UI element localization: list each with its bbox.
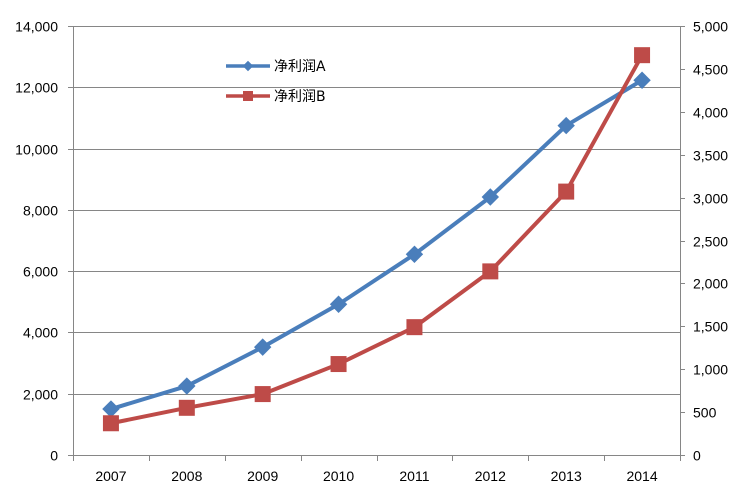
x-axis-tick-label: 2010	[323, 468, 354, 484]
right-axis-tick-label: 4,500	[693, 62, 728, 78]
x-axis-tick-label: 2011	[399, 468, 429, 484]
tick-labels: 0 2,000 4,000 6,000 8,000 10,000 12,000 14,000 0…	[15, 19, 728, 485]
right-axis-tick-label: 1,500	[693, 319, 728, 335]
data-point-marker	[482, 263, 499, 280]
gridlines	[73, 26, 680, 395]
right-axis-tick-label: 3,000	[693, 191, 728, 207]
left-axis-tick-label: 0	[50, 448, 58, 464]
right-axis-tick-label: 1,000	[693, 362, 728, 378]
data-point-marker	[558, 183, 575, 200]
left-axis-tick-label: 12,000	[15, 80, 58, 96]
series-line	[108, 78, 645, 412]
left-axis-tick-label: 8,000	[23, 203, 58, 219]
legend-item: 净利润A	[226, 59, 326, 75]
data-point-marker	[254, 386, 271, 403]
data-point-marker	[634, 47, 651, 64]
right-axis-tick-label: 3,500	[693, 148, 728, 164]
left-axis-tick-label: 14,000	[15, 19, 58, 35]
data-point-marker	[102, 415, 119, 432]
right-axis-tick-label: 5,000	[693, 19, 728, 35]
legend-marker-swatch	[242, 60, 254, 72]
data-series	[102, 47, 651, 432]
legend-label: 净利润A	[274, 59, 326, 75]
x-axis-tick-label: 2012	[475, 468, 506, 484]
right-axis-tick-label: 4,000	[693, 105, 728, 121]
data-point-marker	[330, 356, 347, 373]
series-line	[108, 53, 645, 426]
legend-marker-swatch	[243, 91, 253, 101]
data-point-marker	[253, 338, 272, 356]
series-2	[102, 47, 651, 432]
right-axis-tick-label: 0	[693, 448, 701, 464]
right-axis-tick-label: 2,500	[693, 234, 728, 250]
data-point-marker	[329, 295, 348, 313]
right-axis-tick-label: 2,000	[693, 276, 728, 292]
left-axis-tick-label: 4,000	[23, 325, 58, 341]
data-point-marker	[406, 319, 423, 336]
data-point-marker	[481, 188, 500, 206]
data-point-marker	[405, 245, 424, 263]
data-point-marker	[178, 399, 195, 416]
axes	[68, 26, 685, 461]
series-1	[102, 71, 651, 418]
x-axis-tick-label: 2008	[171, 468, 202, 484]
x-axis-tick-label: 2013	[551, 468, 582, 484]
left-axis-tick-label: 10,000	[15, 142, 58, 158]
legend-label: 净利润B	[274, 89, 326, 105]
legend-item: 净利润B	[226, 89, 326, 105]
left-axis-tick-label: 6,000	[23, 264, 58, 280]
data-point-marker	[557, 116, 575, 135]
data-point-marker	[102, 400, 120, 418]
x-axis-tick-label: 2009	[247, 468, 278, 484]
right-axis-tick-label: 500	[693, 405, 717, 421]
data-point-marker	[633, 71, 651, 89]
left-axis-tick-label: 2,000	[23, 387, 58, 403]
legend: 净利润A 净利润B	[226, 59, 326, 105]
data-point-marker	[178, 377, 196, 395]
x-axis-tick-label: 2007	[95, 468, 126, 484]
x-axis-tick-label: 2014	[626, 468, 657, 484]
